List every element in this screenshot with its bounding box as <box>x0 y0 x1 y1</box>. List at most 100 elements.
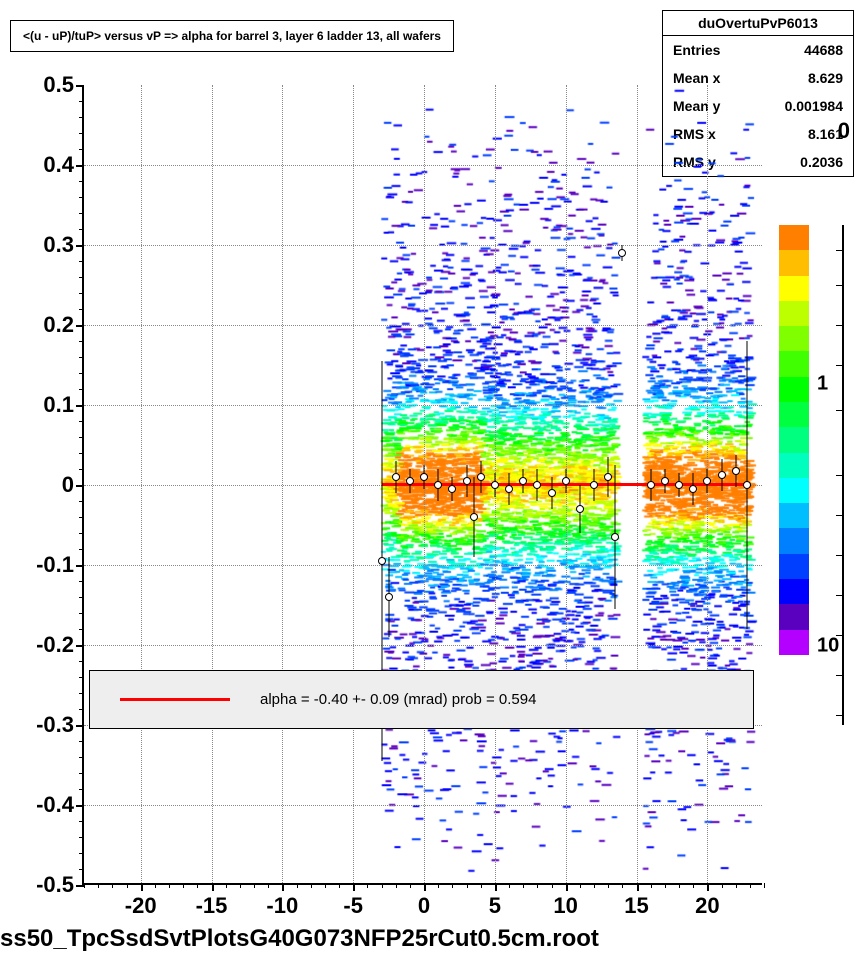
y-tick-label: 0.3 <box>43 232 84 258</box>
y-tick-minor <box>79 181 84 182</box>
colorbar-axis-tick <box>836 555 844 556</box>
x-tick-label: 15 <box>624 883 648 919</box>
x-tick-minor <box>155 883 156 888</box>
y-tick-minor <box>79 357 84 358</box>
profile-marker <box>378 557 386 565</box>
colorbar-segment <box>779 326 809 351</box>
profile-marker <box>689 485 697 493</box>
x-tick-minor <box>382 883 383 888</box>
grid-line-h <box>84 565 762 566</box>
profile-marker <box>703 477 711 485</box>
colorbar-axis-tick <box>836 595 844 596</box>
stats-entries-label: Entries <box>673 42 720 58</box>
legend-text: alpha = -0.40 +- 0.09 (mrad) prob = 0.59… <box>260 691 536 708</box>
x-tick-minor <box>197 883 198 888</box>
y-tick-minor <box>79 245 84 246</box>
grid-line-h <box>84 325 762 326</box>
colorbar-tick-label: 1 <box>809 373 828 396</box>
x-tick-minor <box>509 883 510 888</box>
y-tick-minor <box>79 533 84 534</box>
x-tick-minor <box>637 883 638 888</box>
stats-entries-value: 44688 <box>804 42 843 58</box>
x-tick-minor <box>566 883 567 888</box>
colorbar-axis-tick <box>836 285 844 286</box>
y-tick-minor <box>79 613 84 614</box>
y-tick-label: -0.4 <box>36 792 84 818</box>
profile-marker <box>448 485 456 493</box>
profile-marker <box>604 473 612 481</box>
y-tick-minor <box>79 197 84 198</box>
y-tick-minor <box>79 693 84 694</box>
colorbar-segment <box>779 301 809 326</box>
x-tick-minor <box>141 883 142 888</box>
profile-marker <box>491 481 499 489</box>
grid-line-v <box>282 85 283 883</box>
y-tick-label: 0.4 <box>43 152 84 178</box>
colorbar-segment <box>779 604 809 629</box>
y-tick-minor <box>79 821 84 822</box>
x-tick-minor <box>127 883 128 888</box>
x-tick-label: 0 <box>418 883 430 919</box>
fit-legend-box: alpha = -0.40 +- 0.09 (mrad) prob = 0.59… <box>89 670 754 729</box>
profile-marker <box>477 473 485 481</box>
y-tick-minor <box>79 101 84 102</box>
profile-marker <box>675 481 683 489</box>
profile-marker <box>562 477 570 485</box>
y-tick-minor <box>79 341 84 342</box>
x-tick-minor <box>523 883 524 888</box>
colorbar-tick-label: 10 <box>809 635 839 658</box>
x-tick-minor <box>282 883 283 888</box>
y-tick-minor <box>79 293 84 294</box>
colorbar-segment <box>779 630 809 655</box>
colorbar-axis-tick <box>836 515 844 516</box>
y-tick-minor <box>79 373 84 374</box>
profile-marker <box>590 481 598 489</box>
x-tick-minor <box>608 883 609 888</box>
legend-line-sample <box>120 698 230 701</box>
x-tick-minor <box>84 883 85 888</box>
colorbar-segment <box>779 225 809 250</box>
y-tick-minor <box>79 501 84 502</box>
x-tick-minor <box>212 883 213 888</box>
stats-entries-row: Entries 44688 <box>663 36 853 64</box>
grid-line-h <box>84 405 762 406</box>
stats-meanx-value: 8.629 <box>808 70 843 86</box>
profile-marker <box>463 477 471 485</box>
y-tick-minor <box>79 837 84 838</box>
y-tick-minor <box>79 677 84 678</box>
colorbar-segment <box>779 528 809 553</box>
x-tick-minor <box>750 883 751 888</box>
y-tick-minor <box>79 117 84 118</box>
colorbar-segment <box>779 503 809 528</box>
y-tick-label: -0.2 <box>36 632 84 658</box>
x-tick-minor <box>410 883 411 888</box>
x-tick-minor <box>98 883 99 888</box>
y-tick-minor <box>79 565 84 566</box>
colorbar-axis-tick <box>836 715 844 716</box>
y-tick-minor <box>79 549 84 550</box>
y-tick-minor <box>79 469 84 470</box>
stats-histogram-name: duOvertuPvP6013 <box>663 11 853 36</box>
profile-marker <box>533 481 541 489</box>
colorbar: 110 <box>779 225 809 655</box>
y-tick-minor <box>79 437 84 438</box>
x-tick-minor <box>452 883 453 888</box>
y-tick-minor <box>79 277 84 278</box>
x-tick-minor <box>722 883 723 888</box>
stats-meanx-label: Mean x <box>673 70 720 86</box>
x-tick-label: 10 <box>553 883 577 919</box>
x-tick-minor <box>438 883 439 888</box>
profile-marker <box>385 593 393 601</box>
colorbar-segment <box>779 250 809 275</box>
grid-line-v <box>353 85 354 883</box>
x-tick-minor <box>268 883 269 888</box>
x-tick-minor <box>240 883 241 888</box>
x-tick-minor <box>665 883 666 888</box>
y-tick-minor <box>79 805 84 806</box>
y-tick-minor <box>79 629 84 630</box>
x-tick-minor <box>481 883 482 888</box>
profile-marker <box>618 249 626 257</box>
x-tick-minor <box>183 883 184 888</box>
x-tick-minor <box>679 883 680 888</box>
x-tick-minor <box>467 883 468 888</box>
